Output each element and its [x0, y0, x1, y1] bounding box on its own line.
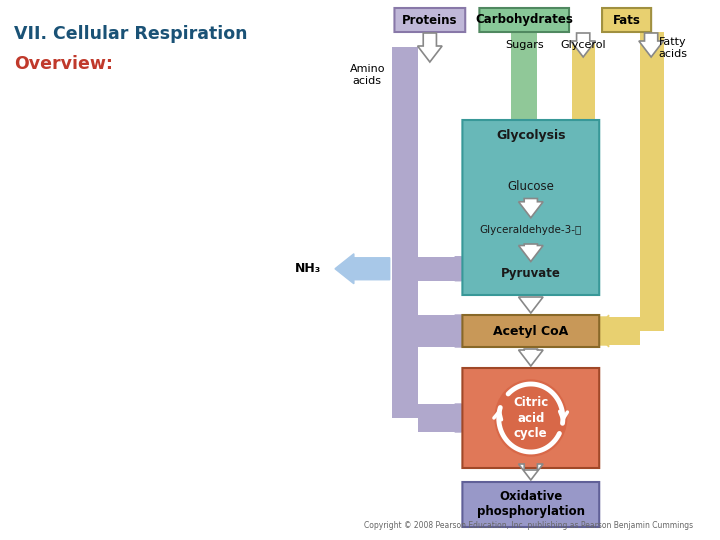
Text: Carbohydrates: Carbohydrates — [475, 14, 573, 26]
Text: Proteins: Proteins — [402, 14, 458, 26]
FancyArrow shape — [418, 33, 442, 62]
Bar — [640, 32, 665, 331]
Text: Glyceraldehyde-3-Ⓟ: Glyceraldehyde-3-Ⓟ — [480, 225, 582, 235]
FancyBboxPatch shape — [462, 315, 599, 347]
FancyArrow shape — [455, 404, 462, 432]
FancyBboxPatch shape — [462, 368, 599, 468]
FancyBboxPatch shape — [462, 120, 599, 295]
Bar — [511, 32, 537, 120]
FancyBboxPatch shape — [462, 482, 599, 527]
Text: VII. Cellular Respiration: VII. Cellular Respiration — [14, 25, 248, 43]
Bar — [572, 222, 599, 247]
FancyArrow shape — [467, 164, 480, 198]
FancyArrow shape — [518, 349, 543, 366]
Text: Glucose: Glucose — [508, 180, 554, 193]
FancyArrow shape — [599, 315, 608, 347]
Text: Pyruvate: Pyruvate — [501, 267, 561, 280]
FancyArrow shape — [518, 464, 543, 480]
FancyArrow shape — [455, 315, 462, 347]
Text: Fats: Fats — [613, 14, 641, 26]
FancyArrow shape — [518, 297, 543, 313]
FancyArrow shape — [518, 199, 543, 218]
Text: Glycolysis: Glycolysis — [496, 130, 566, 143]
FancyArrow shape — [507, 120, 541, 132]
Text: Citric
acid
cycle: Citric acid cycle — [513, 396, 549, 440]
Text: Copyright © 2008 Pearson Education, Inc. publishing as Pearson Benjamin Cummings: Copyright © 2008 Pearson Education, Inc.… — [364, 521, 693, 530]
FancyArrow shape — [571, 33, 595, 57]
FancyArrow shape — [572, 219, 583, 249]
Bar — [572, 42, 595, 234]
Text: Glycerol: Glycerol — [560, 40, 606, 50]
Bar — [418, 315, 462, 347]
FancyBboxPatch shape — [602, 8, 651, 32]
FancyBboxPatch shape — [480, 8, 569, 32]
Text: Amino
acids: Amino acids — [349, 64, 385, 86]
Circle shape — [495, 380, 567, 456]
Text: Overview:: Overview: — [14, 55, 113, 73]
FancyArrow shape — [639, 33, 663, 57]
Text: NH₃: NH₃ — [294, 262, 321, 275]
FancyArrow shape — [518, 244, 543, 261]
FancyArrow shape — [335, 254, 390, 284]
Text: Fatty
acids: Fatty acids — [659, 37, 688, 59]
FancyBboxPatch shape — [395, 8, 465, 32]
Bar — [467, 167, 524, 195]
Text: Sugars: Sugars — [505, 40, 544, 50]
Bar — [418, 404, 462, 432]
Bar — [418, 256, 462, 281]
Text: Oxidative
phosphorylation: Oxidative phosphorylation — [477, 490, 585, 518]
Text: Acetyl CoA: Acetyl CoA — [493, 325, 568, 338]
FancyArrow shape — [455, 256, 462, 281]
Bar — [392, 47, 418, 418]
Bar — [599, 317, 640, 345]
